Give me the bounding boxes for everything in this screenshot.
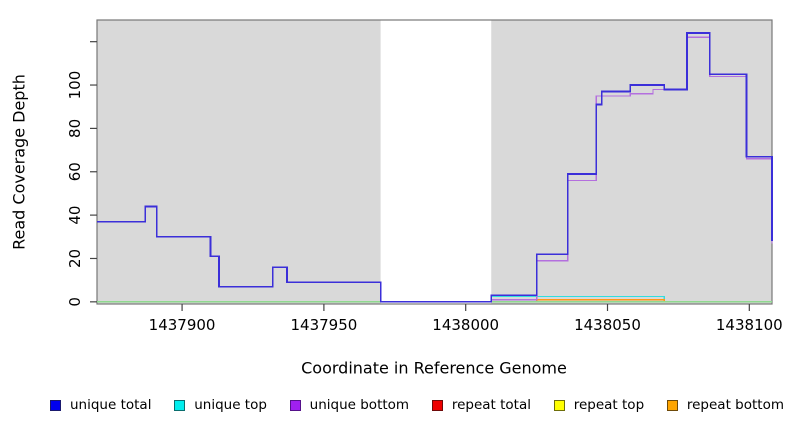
legend-item-unique-top: unique top xyxy=(174,397,267,413)
legend-swatch-icon xyxy=(553,399,565,411)
x-tick-label: 1438050 xyxy=(574,316,641,334)
y-tick-label: 40 xyxy=(66,206,84,225)
y-tick-label: 20 xyxy=(66,249,84,268)
legend-swatch-icon xyxy=(50,399,61,411)
legend-swatch-icon xyxy=(289,399,301,411)
series-unique-total xyxy=(97,32,773,303)
legend-item-repeat-top: repeat top xyxy=(553,397,645,413)
y-axis-title: Read Coverage Depth xyxy=(9,74,29,250)
x-tick-label: 1437900 xyxy=(149,316,216,334)
y-tick-label: 100 xyxy=(66,71,84,100)
legend-item-repeat-bottom: repeat bottom xyxy=(666,397,784,413)
legend-item-repeat-total: repeat total xyxy=(431,397,531,413)
masked-region xyxy=(380,20,492,304)
x-axis-title: Coordinate in Reference Genome xyxy=(301,358,567,378)
legend-item-label: unique top xyxy=(194,397,267,413)
y-tick-label: 0 xyxy=(66,297,84,307)
legend: unique total unique top unique bottom repea… xyxy=(50,392,784,418)
x-tick-label: 1437950 xyxy=(290,316,357,334)
x-tick-label: 1438000 xyxy=(432,316,499,334)
legend-swatch-icon xyxy=(174,399,186,411)
x-tick-label: 1438100 xyxy=(716,316,783,334)
legend-swatch-icon xyxy=(666,399,678,411)
y-tick-label: 80 xyxy=(66,119,84,138)
legend-item-unique-total: unique total xyxy=(50,397,151,413)
legend-item-label: repeat bottom xyxy=(686,397,784,413)
legend-swatch-icon xyxy=(431,399,443,411)
y-tick-label: 60 xyxy=(66,162,84,181)
coverage-plot: 1437900 1437950 1438000 1438050 1438100 0 20 40… xyxy=(66,19,783,334)
legend-item-label: unique total xyxy=(70,397,152,413)
legend-item-unique-bottom: unique bottom xyxy=(289,397,410,413)
legend-item-label: repeat total xyxy=(451,397,531,413)
legend-item-label: repeat top xyxy=(573,397,645,413)
legend-item-label: unique bottom xyxy=(309,397,410,413)
